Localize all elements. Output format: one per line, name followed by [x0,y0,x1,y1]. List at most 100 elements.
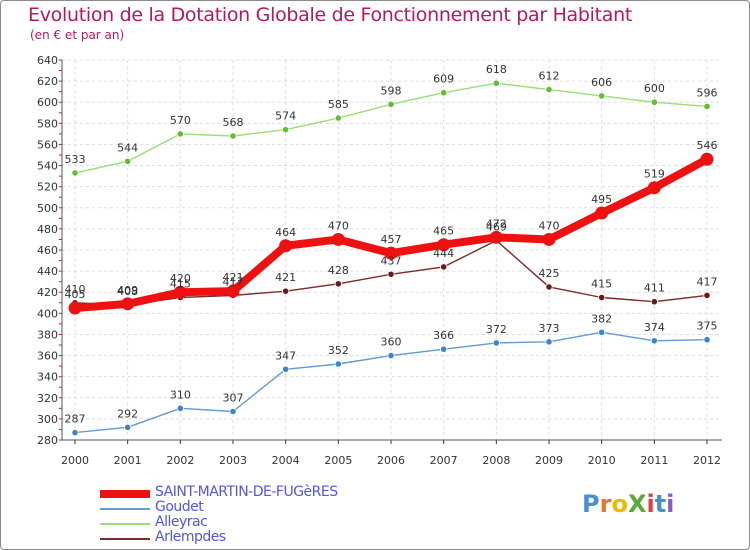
x-tick-label: 2003 [219,454,247,467]
data-label: 417 [697,275,718,288]
data-point [176,130,184,138]
logo-letter: i [646,490,655,518]
y-tick-label: 460 [37,244,58,257]
data-label: 444 [433,247,454,260]
y-tick-label: 340 [37,371,58,384]
data-label: 612 [539,70,560,83]
data-point [437,238,451,252]
data-label: 495 [591,193,612,206]
y-tick-label: 640 [37,54,58,67]
data-point [598,293,606,302]
data-point [595,206,609,220]
data-label: 574 [275,110,296,123]
data-label: 618 [486,63,507,76]
data-point [387,351,395,360]
data-label: 307 [223,392,244,405]
data-point [384,246,398,260]
x-tick-label: 2012 [693,454,721,467]
data-point [71,429,79,437]
data-label: 425 [539,267,560,280]
logo-letter: r [599,490,612,518]
y-tick-label: 560 [37,138,58,151]
data-label: 568 [223,116,244,129]
data-point [492,79,500,87]
data-label: 465 [433,225,454,238]
logo-letter: o [611,490,628,518]
data-label: 292 [117,407,138,420]
data-point [226,284,240,298]
y-tick-label: 580 [37,117,58,130]
data-point [703,102,711,111]
data-point [124,423,132,431]
x-tick-label: 2010 [588,454,616,467]
data-point [598,328,606,336]
y-tick-label: 300 [37,413,58,426]
data-label: 411 [644,282,665,295]
x-tick-label: 2002 [166,454,194,467]
data-point [647,181,661,195]
data-point [650,298,658,306]
y-tick-label: 480 [37,223,58,236]
data-point [282,126,290,134]
data-label: 409 [117,284,138,297]
data-point [650,98,658,106]
data-point [545,85,553,94]
data-label: 415 [591,278,612,291]
chart-subtitle: (en € et par an) [30,28,125,42]
data-label: 382 [591,312,612,325]
y-tick-label: 620 [37,75,58,88]
legend-label: Arlempdes [155,529,226,545]
data-point [282,365,290,373]
data-point [387,100,395,108]
data-point [331,232,345,246]
x-tick-label: 2001 [114,454,142,467]
data-point [121,297,135,311]
data-label: 470 [539,219,560,232]
data-point [650,337,658,345]
data-label: 606 [591,76,612,89]
data-label: 437 [381,254,402,267]
data-point [334,280,342,288]
data-label: 600 [644,82,665,95]
data-label: 352 [328,344,349,357]
data-label: 464 [275,226,296,239]
data-label: 410 [65,283,86,296]
proxiti-logo: ProXiti [582,490,674,518]
data-label: 544 [117,141,138,154]
y-tick-label: 540 [37,160,58,173]
x-tick-label: 2008 [482,454,510,467]
data-point [334,360,342,368]
y-tick-label: 440 [37,265,58,278]
data-label: 585 [328,98,349,111]
data-label: 469 [486,221,507,234]
data-label: 519 [644,168,665,181]
logo-letter: P [582,490,600,518]
data-label: 310 [170,388,191,401]
data-point [545,338,553,346]
legend-label: Alleyrac [155,514,208,530]
y-tick-label: 520 [37,181,58,194]
data-point [542,232,556,246]
x-tick-label: 2011 [640,454,668,467]
y-tick-label: 360 [37,350,58,363]
x-tick-label: 2006 [377,454,405,467]
legend-swatch [100,490,150,498]
data-label: 598 [381,84,402,97]
data-label: 421 [275,271,296,284]
data-label: 408 [117,285,138,298]
legend-swatch [100,523,150,525]
y-tick-label: 280 [37,434,58,447]
data-label: 609 [433,73,454,86]
data-point [545,283,553,291]
y-tick-label: 380 [37,328,58,341]
data-label: 366 [433,329,454,342]
legend-label: SAINT-MARTIN-DE-FUGèRES [155,484,338,500]
y-tick-label: 320 [37,392,58,405]
x-tick-label: 2000 [61,454,89,467]
data-point [387,270,395,278]
data-point [176,404,184,412]
logo-letter: i [666,490,675,518]
data-point [282,287,290,295]
x-tick-label: 2007 [430,454,458,467]
